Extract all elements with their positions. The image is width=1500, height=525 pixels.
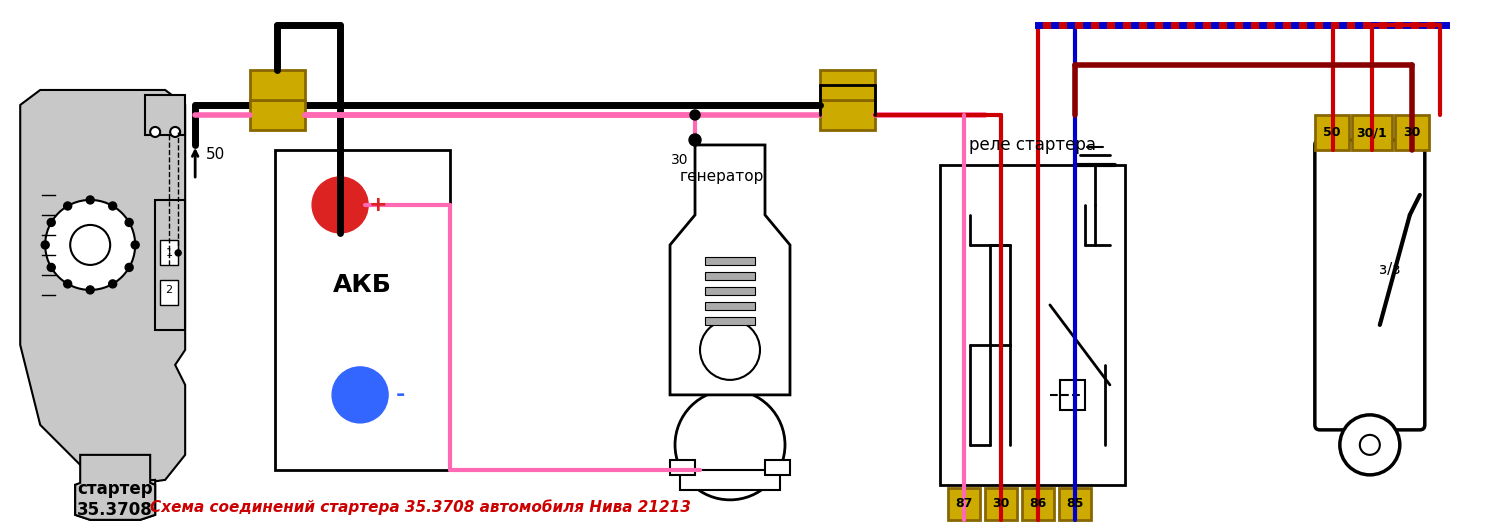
Circle shape bbox=[124, 264, 134, 271]
Text: 85: 85 bbox=[1066, 497, 1083, 510]
Text: 86: 86 bbox=[1029, 497, 1047, 510]
Bar bbox=[670, 460, 694, 475]
Text: 50: 50 bbox=[1323, 127, 1341, 140]
Text: стартер
35.3708: стартер 35.3708 bbox=[78, 480, 153, 519]
Bar bbox=[160, 280, 178, 305]
Text: 30: 30 bbox=[992, 497, 1010, 510]
Bar bbox=[821, 100, 874, 130]
Circle shape bbox=[70, 225, 110, 265]
Bar bbox=[146, 95, 184, 135]
Circle shape bbox=[690, 110, 700, 120]
Circle shape bbox=[46, 264, 56, 271]
Circle shape bbox=[1340, 415, 1400, 475]
Bar bbox=[705, 302, 754, 310]
Bar bbox=[821, 70, 874, 100]
Circle shape bbox=[1360, 435, 1380, 455]
Bar bbox=[1059, 488, 1090, 520]
Bar bbox=[1022, 488, 1054, 520]
Circle shape bbox=[45, 200, 135, 290]
Text: 1: 1 bbox=[165, 248, 172, 258]
Text: -: - bbox=[396, 385, 405, 405]
Text: з/з: з/з bbox=[1378, 262, 1401, 277]
Bar bbox=[274, 150, 450, 470]
Circle shape bbox=[688, 134, 700, 146]
Bar bbox=[705, 257, 754, 265]
Circle shape bbox=[150, 127, 160, 137]
Text: 50: 50 bbox=[206, 148, 225, 162]
Text: АКБ: АКБ bbox=[333, 273, 392, 297]
Text: реле стартера: реле стартера bbox=[969, 136, 1096, 154]
Circle shape bbox=[170, 127, 180, 137]
Circle shape bbox=[86, 286, 94, 294]
Bar bbox=[1352, 115, 1392, 150]
Text: 87: 87 bbox=[956, 497, 972, 510]
Bar bbox=[948, 488, 980, 520]
Circle shape bbox=[130, 241, 140, 249]
FancyBboxPatch shape bbox=[1316, 140, 1425, 430]
Text: 30: 30 bbox=[1402, 127, 1420, 140]
Circle shape bbox=[63, 202, 72, 210]
Circle shape bbox=[40, 241, 50, 249]
Bar bbox=[160, 240, 178, 265]
Bar bbox=[251, 100, 305, 130]
Bar bbox=[765, 460, 790, 475]
Circle shape bbox=[124, 218, 134, 226]
Text: 2: 2 bbox=[165, 285, 172, 295]
Circle shape bbox=[63, 280, 72, 288]
Bar bbox=[251, 70, 305, 100]
Circle shape bbox=[176, 250, 181, 256]
Circle shape bbox=[700, 320, 760, 380]
Polygon shape bbox=[20, 90, 184, 485]
Circle shape bbox=[108, 202, 117, 210]
Circle shape bbox=[312, 177, 368, 233]
Circle shape bbox=[86, 196, 94, 204]
Text: 30: 30 bbox=[672, 153, 688, 167]
Bar bbox=[705, 272, 754, 280]
Circle shape bbox=[46, 218, 56, 226]
Bar bbox=[154, 200, 184, 330]
Text: Схема соединений стартера 35.3708 автомобиля Нива 21213: Схема соединений стартера 35.3708 автомо… bbox=[150, 499, 692, 515]
Circle shape bbox=[332, 367, 388, 423]
Text: 30/1: 30/1 bbox=[1356, 127, 1388, 140]
Bar bbox=[986, 488, 1017, 520]
Bar bbox=[680, 470, 780, 490]
Text: +: + bbox=[369, 195, 387, 215]
Text: генератор: генератор bbox=[680, 170, 765, 184]
Polygon shape bbox=[75, 480, 154, 520]
Polygon shape bbox=[670, 145, 790, 395]
Bar bbox=[705, 317, 754, 325]
Bar bbox=[1060, 380, 1084, 410]
Polygon shape bbox=[75, 455, 154, 520]
Circle shape bbox=[675, 390, 784, 500]
Bar bbox=[1316, 115, 1348, 150]
Circle shape bbox=[108, 280, 117, 288]
Bar bbox=[1395, 115, 1429, 150]
Bar bbox=[940, 165, 1125, 485]
Bar bbox=[705, 287, 754, 295]
